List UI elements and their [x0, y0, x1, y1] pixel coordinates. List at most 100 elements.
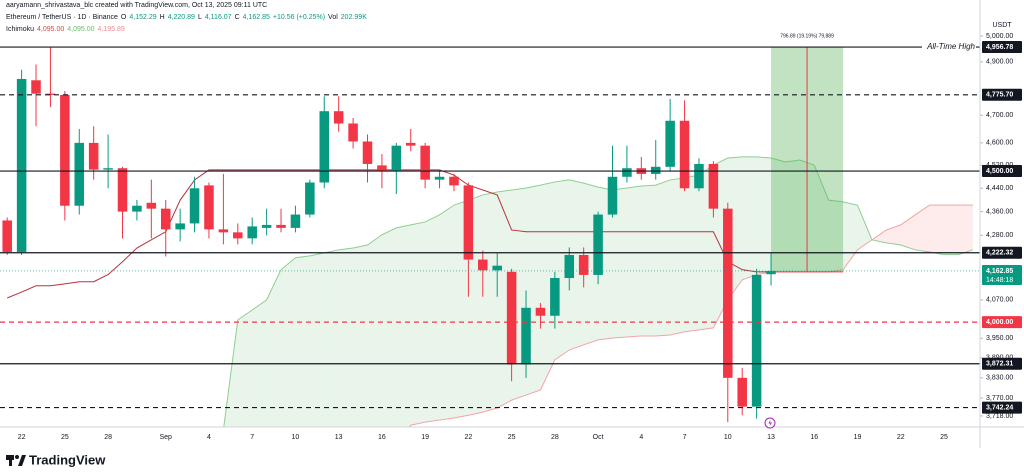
current-price-label: 4,162.85 [986, 268, 1013, 275]
x-tick-label: 7 [250, 434, 254, 441]
candle-body [449, 176, 459, 186]
cloud-fill [670, 177, 685, 336]
x-tick-label: 19 [421, 434, 429, 441]
cloud-fill [295, 255, 310, 427]
x-tick-label: 13 [335, 434, 343, 441]
candle-body [261, 224, 272, 228]
x-tick-label: 25 [508, 434, 516, 441]
cloud-fill [309, 252, 325, 427]
y-tick-label: 3,950.00 [986, 335, 1013, 342]
x-tick-label: Oct [593, 434, 604, 441]
ohlc-value: 4,116.07 [204, 14, 232, 21]
cloud-fill [324, 249, 339, 427]
x-tick-label: 25 [940, 434, 948, 441]
candle-body [550, 278, 560, 316]
brand-logo: TradingView [6, 452, 106, 467]
candle-body [319, 111, 330, 183]
x-tick-label: 4 [639, 434, 643, 441]
cloud-fill [569, 179, 584, 351]
candle-body [160, 208, 171, 230]
candle-body [117, 168, 128, 212]
candle-body [434, 176, 445, 180]
candle-body [16, 78, 27, 252]
y-tick-label: 5,000.00 [986, 33, 1013, 40]
candle-body [679, 120, 690, 189]
measure-label: 796.89 (19.19%) 79,889 [780, 33, 834, 39]
level-label-box [982, 88, 1022, 101]
candle-body [463, 185, 474, 260]
cloud-fill [439, 205, 454, 421]
y-tick-label: 4,700.00 [986, 112, 1013, 119]
y-tick-label: 3,830.00 [986, 375, 1013, 382]
axis-unit: USDT [992, 22, 1012, 29]
candle-body [204, 185, 214, 230]
level-label-box [982, 246, 1022, 259]
candle-body [45, 93, 56, 95]
candle-body [290, 214, 301, 228]
level-label: 3,872.31 [986, 361, 1013, 368]
change: +10.56 (+0.25%) [272, 14, 326, 21]
cloud-fill [958, 205, 973, 255]
cloud-fill [886, 224, 901, 245]
candle-body [276, 224, 286, 228]
cloud-fill [756, 156, 772, 275]
brand-name: TradingView [29, 452, 106, 467]
cloud-fill [828, 200, 844, 272]
candle-body [74, 142, 85, 206]
cloud-fill [252, 299, 267, 427]
price-pane: 796.89 (19.19%) 79,889 All-Time High [0, 33, 980, 427]
candle-body [2, 220, 12, 252]
x-tick-label: 7 [683, 434, 687, 441]
level-label: 4,000.00 [986, 319, 1013, 326]
level-note-bg [922, 42, 976, 53]
candle-body [492, 265, 502, 271]
x-tick-label: 13 [767, 434, 775, 441]
candle-body [218, 229, 229, 233]
cloud-fill [396, 224, 411, 427]
candle-body [348, 123, 358, 142]
cloud-fill [929, 205, 944, 255]
candle-body [88, 142, 99, 170]
indicator-value: 4,195.89 [97, 26, 125, 33]
credit-line: aaryamann_shrivastava_blc created with T… [6, 2, 267, 9]
x-tick-label: 10 [292, 434, 300, 441]
cloud-fill [655, 179, 671, 337]
cloud-fill [266, 269, 282, 427]
cloud-fill [857, 205, 872, 250]
candle-body [103, 168, 113, 170]
credit: aaryamann_shrivastava_blc created with T… [6, 2, 268, 9]
candle-body [391, 145, 402, 172]
candle-body [521, 307, 531, 365]
symbol-line: Ethereum / TetherUS · 1D · Binance O 4,15… [6, 14, 367, 21]
cloud-fill [381, 227, 397, 427]
indicator-value: 4,095.00 [67, 26, 95, 33]
cloud-span-a [223, 156, 973, 427]
cloud-fill [612, 187, 627, 338]
logo-part [18, 455, 26, 466]
candle-body [506, 271, 517, 365]
cloud-fill [785, 159, 800, 272]
candle-body [305, 182, 315, 215]
candle-body [247, 226, 257, 239]
volume-label: Vol [328, 14, 338, 21]
cloud-fill [943, 205, 959, 255]
cloud-fill [684, 175, 699, 332]
ohlc-value: 4,220.89 [167, 14, 195, 21]
candle-body [766, 270, 776, 275]
cloud-fill [900, 214, 916, 250]
y-tick-label: 4,440.00 [986, 185, 1013, 192]
candle-body [31, 80, 41, 94]
level-label: 3,742.24 [986, 404, 1013, 411]
level-label: 4,500.00 [986, 168, 1013, 175]
candle-body [578, 254, 589, 275]
x-tick-label: 10 [724, 434, 732, 441]
countdown: 14:48:18 [986, 277, 1013, 284]
level-label: 4,775.70 [986, 92, 1013, 99]
candle-body [751, 274, 762, 407]
cloud-fill [237, 310, 253, 427]
logo-part [9, 455, 12, 466]
cloud-fill [742, 156, 757, 280]
x-tick-label: Sep [160, 434, 173, 441]
